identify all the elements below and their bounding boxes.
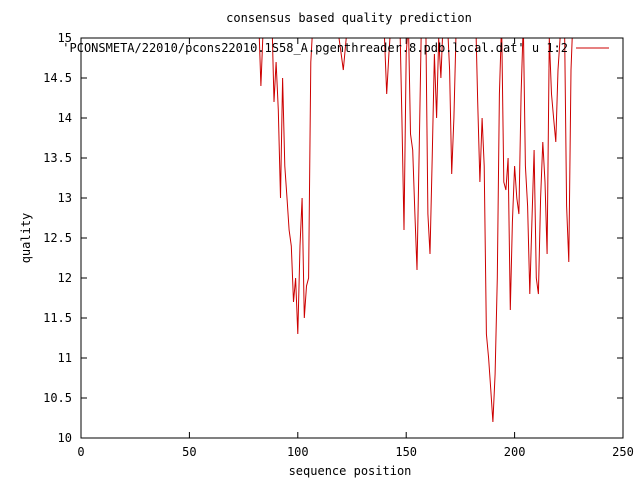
legend: 'PCONSMETA/22010/pcons22010.1S58_A.pgent… [62,41,609,55]
y-tick-label: 12 [58,271,72,285]
y-tick-label: 14 [58,111,72,125]
y-tick-label: 11.5 [43,311,72,325]
y-tick-label: 14.5 [43,71,72,85]
chart-title: consensus based quality prediction [226,11,472,25]
axis-ticks: 0 50 100 150 200 250 10 10.5 11 11.5 12 12.5 13 13.5 1… [43,31,634,459]
y-tick-label: 13 [58,191,72,205]
y-tick-label: 10 [58,431,72,445]
x-tick-label: 0 [77,445,84,459]
x-tick-label: 200 [504,445,526,459]
x-axis-label: sequence position [289,464,412,478]
y-tick-label: 12.5 [43,231,72,245]
series-line-quality [258,38,573,423]
x-tick-label: 150 [395,445,417,459]
y-axis-label: quality [19,213,33,264]
y-tick-label: 13.5 [43,151,72,165]
x-tick-label: 250 [612,445,634,459]
legend-label: 'PCONSMETA/22010/pcons22010.1S58_A.pgent… [62,41,568,55]
plot-frame [80,37,624,439]
x-tick-label: 100 [287,445,309,459]
y-tick-label: 10.5 [43,391,72,405]
y-tick-label: 15 [58,31,72,45]
x-tick-label: 50 [182,445,196,459]
y-tick-label: 11 [58,351,72,365]
